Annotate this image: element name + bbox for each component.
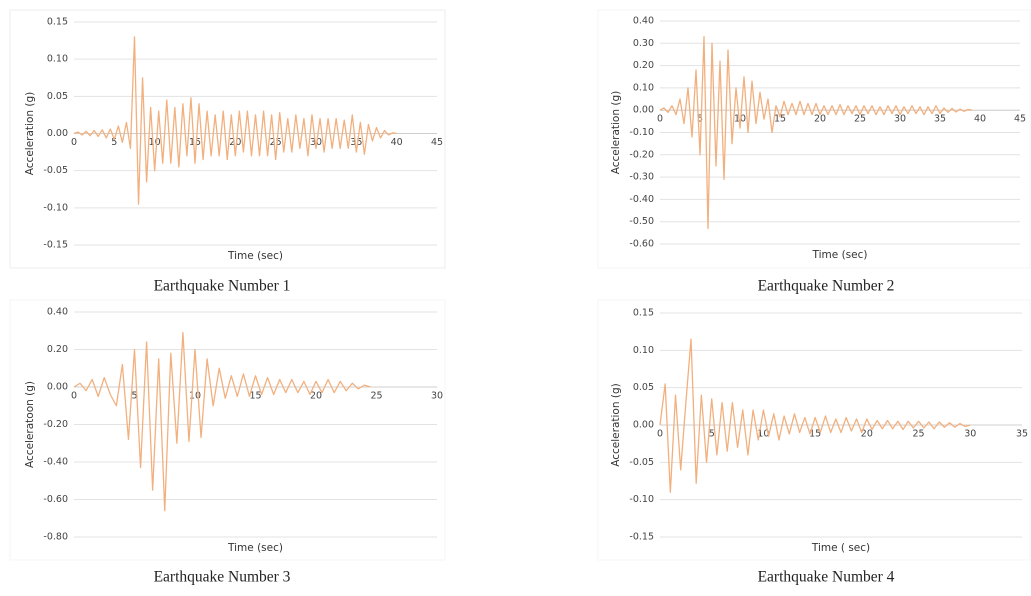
y-tick-label: -0.05 [43, 165, 68, 176]
x-tick-label: 35 [934, 114, 946, 125]
y-tick-label: -0.10 [629, 127, 654, 138]
y-tick-label: -0.05 [629, 457, 654, 468]
x-tick-label: 35 [350, 137, 362, 148]
y-tick-label: -0.40 [629, 194, 654, 205]
y-tick-label: 0.30 [633, 38, 654, 49]
y-tick-label: 0.00 [47, 128, 68, 139]
x-tick-label: 30 [894, 114, 906, 125]
caption: Earthquake Number 3 [154, 569, 291, 586]
y-tick-label: 0.40 [47, 307, 68, 318]
x-tick-label: 15 [249, 391, 261, 402]
y-tick-label: -0.80 [43, 532, 68, 543]
y-axis-label: Acceleration (g) [610, 383, 622, 466]
x-tick-label: 20 [861, 429, 873, 440]
x-tick-label: 5 [709, 429, 715, 440]
x-tick-label: 25 [913, 429, 925, 440]
y-tick-label: -0.10 [629, 494, 654, 505]
acceleration-line [73, 331, 371, 512]
x-tick-label: 5 [697, 114, 703, 125]
y-tick-label: -0.60 [629, 239, 654, 250]
y-tick-label: 0.10 [47, 54, 68, 65]
x-tick-label: 35 [1016, 429, 1028, 440]
x-axis-label: Time (sec) [812, 249, 868, 261]
y-tick-label: -0.40 [43, 457, 68, 468]
caption: Earthquake Number 2 [758, 278, 895, 295]
x-tick-label: 25 [370, 391, 382, 402]
x-tick-label: 30 [310, 137, 322, 148]
x-tick-label: 10 [189, 391, 201, 402]
y-tick-label: 0.05 [633, 382, 654, 393]
y-tick-label: 0.05 [47, 91, 68, 102]
x-axis-label: Time ( sec) [811, 542, 870, 554]
x-tick-label: 40 [974, 114, 986, 125]
x-tick-label: 15 [774, 114, 786, 125]
x-tick-label: 40 [391, 137, 403, 148]
y-tick-label: -0.10 [43, 202, 68, 213]
y-tick-label: 0.00 [633, 420, 654, 431]
y-axis-label: Acceleratoon (g) [24, 381, 36, 468]
x-tick-label: 45 [431, 137, 443, 148]
y-axis-label: Acceleration (g) [24, 92, 36, 175]
y-tick-label: 0.20 [633, 60, 654, 71]
y-tick-label: 0.00 [633, 105, 654, 116]
x-tick-label: 20 [310, 391, 322, 402]
caption: Earthquake Number 4 [758, 569, 895, 586]
y-tick-label: 0.10 [633, 345, 654, 356]
x-tick-label: 25 [270, 137, 282, 148]
y-tick-label: 0.10 [633, 82, 654, 93]
y-tick-label: 0.15 [633, 308, 654, 319]
x-tick-label: 45 [1014, 114, 1026, 125]
x-tick-label: 0 [657, 429, 663, 440]
x-tick-label: 5 [131, 391, 137, 402]
x-tick-label: 20 [229, 137, 241, 148]
y-tick-label: 0.15 [47, 17, 68, 28]
chart-frame [9, 9, 446, 269]
acceleration-line [659, 35, 973, 230]
x-tick-label: 5 [111, 137, 117, 148]
x-tick-label: 30 [964, 429, 976, 440]
y-tick-label: -0.20 [629, 149, 654, 160]
x-tick-label: 0 [71, 391, 77, 402]
x-tick-label: 10 [149, 137, 161, 148]
x-tick-label: 15 [189, 137, 201, 148]
x-tick-label: 0 [657, 114, 663, 125]
y-tick-label: 0.20 [47, 344, 68, 355]
y-tick-label: -0.15 [629, 532, 654, 543]
x-tick-label: 25 [854, 114, 866, 125]
x-tick-label: 0 [71, 137, 77, 148]
y-tick-label: -0.20 [43, 419, 68, 430]
chart-frame [597, 9, 1031, 269]
x-tick-label: 10 [757, 429, 769, 440]
x-axis-label: Time (sec) [227, 250, 283, 262]
x-axis-label: Time (sec) [227, 542, 283, 554]
x-tick-label: 15 [809, 429, 821, 440]
chart-frame [597, 299, 1031, 561]
x-tick-label: 20 [814, 114, 826, 125]
acceleration-line [73, 36, 397, 205]
y-axis-label: Acceleration (g) [610, 91, 622, 174]
y-tick-label: -0.30 [629, 172, 654, 183]
y-tick-label: 0.40 [633, 16, 654, 27]
acceleration-line [659, 338, 971, 493]
x-tick-label: 30 [431, 391, 443, 402]
x-tick-label: 10 [734, 114, 746, 125]
y-tick-label: -0.15 [43, 240, 68, 251]
y-tick-label: -0.50 [629, 216, 654, 227]
caption: Earthquake Number 1 [154, 278, 291, 295]
chart-frame [9, 299, 446, 561]
y-tick-label: 0.00 [47, 382, 68, 393]
y-tick-label: -0.60 [43, 494, 68, 505]
